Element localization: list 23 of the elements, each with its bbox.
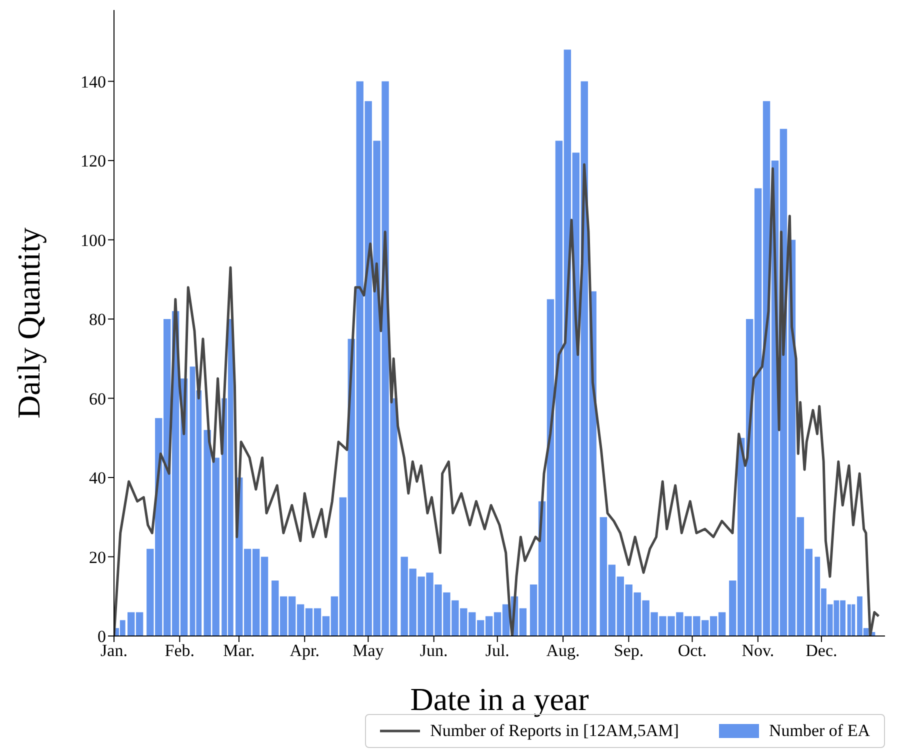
x-tick-label: Dec. bbox=[806, 641, 838, 660]
x-tick-label: Mar. bbox=[223, 641, 255, 660]
x-tick-label: May bbox=[352, 641, 384, 660]
y-tick-label: 120 bbox=[80, 152, 106, 171]
y-tick-label: 60 bbox=[89, 389, 106, 408]
y-tick-label: 20 bbox=[89, 548, 106, 567]
x-tick-label: Apr. bbox=[290, 641, 320, 660]
x-tick-label: Jan. bbox=[100, 641, 128, 660]
legend-label: Number of EA bbox=[768, 721, 870, 741]
x-tick-label: Jul. bbox=[485, 641, 510, 660]
x-tick-label: Nov. bbox=[742, 641, 774, 660]
y-tick-label: 100 bbox=[80, 230, 106, 250]
x-tick-label: Aug. bbox=[546, 641, 580, 660]
x-tick-label: Jun. bbox=[420, 641, 448, 660]
legend-label: Number of Reports in [12AM,5AM] bbox=[430, 721, 679, 741]
y-axis-title: Daily Quantity bbox=[10, 227, 46, 419]
x-tick-label: Sep. bbox=[614, 641, 644, 660]
x-tick-label: Oct. bbox=[678, 641, 707, 660]
y-tick-label: 140 bbox=[80, 72, 106, 92]
y-tick-label: 40 bbox=[89, 468, 106, 488]
y-tick-label: 80 bbox=[89, 310, 106, 330]
x-axis-title: Date in a year bbox=[410, 681, 590, 717]
x-tick-label: Feb. bbox=[164, 641, 195, 660]
